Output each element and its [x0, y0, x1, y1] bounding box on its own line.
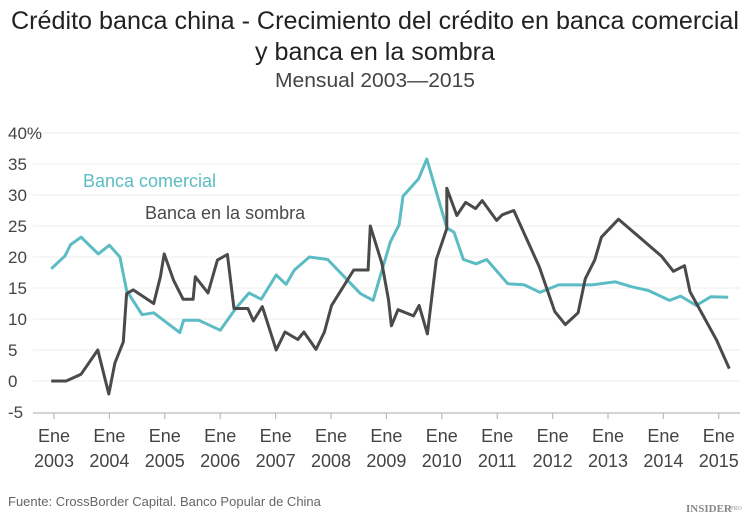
x-tick-month: Ene	[315, 426, 347, 446]
x-tick-month: Ene	[592, 426, 624, 446]
legend-banca-comercial: Banca comercial	[83, 171, 216, 191]
x-tick-year: 2014	[643, 451, 683, 471]
x-tick-month: Ene	[426, 426, 458, 446]
chart-subtitle: Mensual 2003—2015	[275, 70, 475, 92]
x-tick-year: 2006	[200, 451, 240, 471]
legend-banca-en-la-sombra: Banca en la sombra	[145, 203, 306, 223]
series-line-banca-comercial	[50, 157, 729, 335]
x-tick-month: Ene	[260, 426, 292, 446]
x-tick-year: 2009	[366, 451, 406, 471]
x-tick-month: Ene	[204, 426, 236, 446]
x-axis: Ene 2003 Ene 2004 Ene 2005 Ene 2006 Ene 2007 Ene 20…	[33, 412, 740, 471]
series-line-banca-en-la-sombra	[51, 186, 731, 396]
y-tick-label: 20	[8, 248, 27, 267]
svg-text:INSIDER: INSIDER	[686, 503, 733, 515]
chart-title-line2: y banca en la sombra	[255, 38, 495, 66]
x-tick-month: Ene	[149, 426, 181, 446]
x-tick-month: Ene	[537, 426, 569, 446]
y-tick-label: 40%	[8, 124, 42, 143]
svg-text:PRO: PRO	[730, 506, 742, 512]
x-tick-month: Ene	[647, 426, 679, 446]
x-tick-month: Ene	[370, 426, 402, 446]
x-tick-year: 2003	[34, 451, 74, 471]
y-tick-label: 5	[8, 341, 17, 360]
x-tick-month: Ene	[38, 426, 70, 446]
x-tick-month: Ene	[93, 426, 125, 446]
y-tick-label: 35	[8, 155, 27, 174]
y-tick-label: 10	[8, 310, 27, 329]
insider-pro-logo: INSIDER PRO	[686, 503, 742, 515]
x-tick-year: 2012	[533, 451, 573, 471]
x-tick-year: 2015	[699, 451, 739, 471]
x-tick-month: Ene	[703, 426, 735, 446]
y-tick-label: 30	[8, 186, 27, 205]
series-lines	[50, 157, 731, 396]
x-tick-year: 2005	[145, 451, 185, 471]
x-tick-year: 2007	[256, 451, 296, 471]
x-tick-month: Ene	[481, 426, 513, 446]
y-tick-label: 15	[8, 279, 27, 298]
x-tick-year: 2013	[588, 451, 628, 471]
x-tick-year: 2010	[422, 451, 462, 471]
chart-title-line1: Crédito banca china - Crecimiento del cr…	[11, 7, 739, 35]
y-axis: 40% 35 30 25 20 15 10 5 0 -5	[8, 124, 42, 422]
x-tick-year: 2011	[478, 451, 517, 471]
x-tick-year: 2008	[311, 451, 351, 471]
y-tick-label: 0	[8, 372, 17, 391]
y-tick-label: 25	[8, 217, 27, 236]
x-tick-year: 2004	[89, 451, 129, 471]
source-note: Fuente: CrossBorder Capital. Banco Popul…	[8, 494, 322, 509]
y-tick-label: -5	[8, 403, 23, 422]
